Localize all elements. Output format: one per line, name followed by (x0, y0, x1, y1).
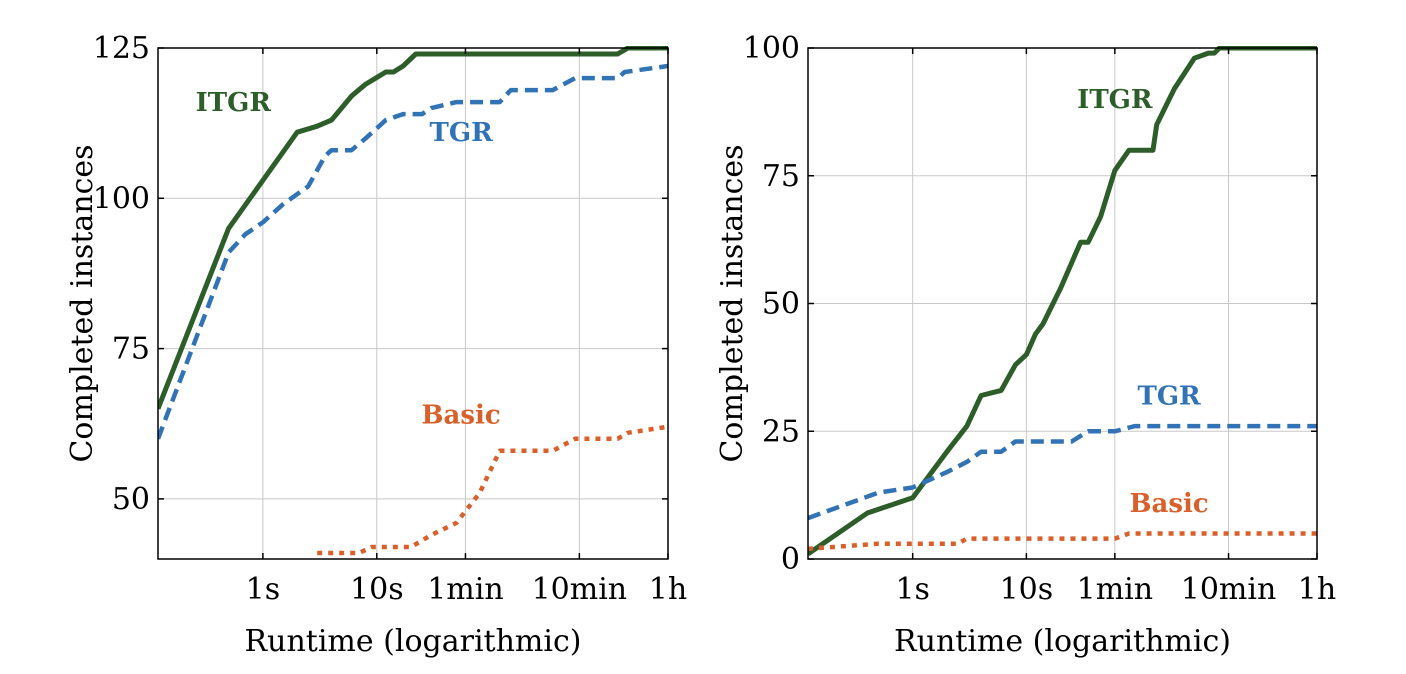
chart2-x-tick-label-3: 10min (1181, 572, 1277, 607)
chart1-x-tick-label-4: 1h (649, 572, 687, 607)
chart1-x-tick-label-2: 1min (427, 572, 503, 607)
chart1-series-label-basic: Basic (422, 401, 501, 431)
chart2-series-label-itgr: ITGR (1077, 85, 1153, 115)
chart1-x-tick-label-0: 1s (246, 572, 280, 607)
chart1-series-label-itgr: ITGR (196, 88, 272, 118)
chart1-series-line-tgr (158, 63, 668, 440)
chart2-x-axis-label: Runtime (logarithmic) (894, 624, 1231, 659)
chart2-series-label-basic: Basic (1130, 489, 1209, 519)
chart2-series-line-itgr (808, 46, 1317, 556)
chart2-x-tick-label-1: 10s (1000, 572, 1054, 607)
chart1-y-tick-label-1: 75 (112, 332, 150, 367)
chart2-series-line-basic (808, 531, 1317, 552)
chart1-y-tick-label-2: 100 (93, 181, 150, 216)
chart1-plot-frame (157, 47, 669, 560)
chart1-x-tick-label-3: 10min (532, 572, 628, 607)
chart2-y-tick-label-4: 100 (743, 31, 800, 66)
chart1-series-line-itgr (158, 46, 668, 410)
chart2-x-tick-label-0: 1s (895, 572, 929, 607)
chart1-series-label-tgr: TGR (430, 118, 494, 148)
chart2-y-tick-label-3: 75 (762, 159, 800, 194)
chart2-y-tick-label-0: 0 (781, 542, 800, 577)
chart1-series-line-basic (317, 424, 668, 556)
chart2-y-tick-label-2: 50 (762, 287, 800, 322)
chart2-series-line-tgr (808, 423, 1317, 521)
chart1-y-tick-label-0: 50 (112, 482, 150, 517)
chart2-series-label-tgr: TGR (1138, 381, 1202, 411)
chart2-y-tick-label-1: 25 (762, 414, 800, 449)
right-chart: ITGR TGR Basic 1s 10s 1min 10min 1h 0 25 50 75 100 Ru… (715, 31, 1336, 659)
chart1-x-axis-label: Runtime (logarithmic) (245, 624, 582, 659)
chart2-x-tick-label-2: 1min (1077, 572, 1153, 607)
chart1-y-tick-label-3: 125 (93, 31, 150, 66)
left-chart: ITGR TGR Basic 1s 10s 1min 10min 1h 50 75 100 125 Ru… (65, 31, 687, 659)
chart2-x-tick-label-4: 1h (1298, 572, 1336, 607)
chart2-y-axis-label: Completed instances (715, 144, 750, 462)
chart1-x-tick-label-1: 10s (350, 572, 404, 607)
chart1-y-axis-label: Completed instances (65, 144, 100, 462)
